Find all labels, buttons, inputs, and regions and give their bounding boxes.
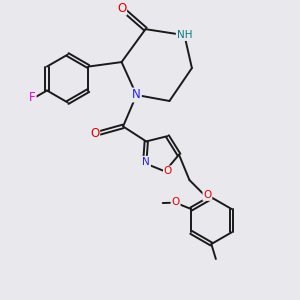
Text: O: O — [164, 167, 172, 176]
Text: O: O — [203, 190, 211, 200]
Text: N: N — [132, 88, 141, 101]
Text: O: O — [117, 2, 126, 15]
Text: O: O — [171, 197, 180, 207]
Text: NH: NH — [177, 30, 192, 40]
Text: F: F — [29, 91, 36, 104]
Text: O: O — [90, 128, 99, 140]
Text: N: N — [142, 157, 150, 167]
